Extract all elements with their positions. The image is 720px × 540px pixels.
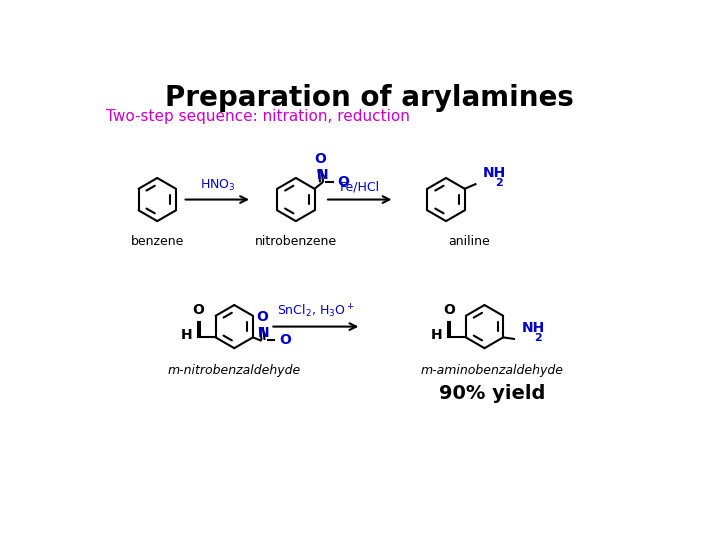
Text: N: N <box>258 326 269 340</box>
Text: O: O <box>315 152 327 166</box>
Text: 2: 2 <box>495 178 503 188</box>
Text: m-nitrobenzaldehyde: m-nitrobenzaldehyde <box>168 363 301 376</box>
Text: 90% yield: 90% yield <box>439 384 545 403</box>
Text: NH: NH <box>483 166 506 180</box>
Text: O: O <box>443 303 455 318</box>
Text: SnCl$_2$, H$_3$O$^+$: SnCl$_2$, H$_3$O$^+$ <box>277 303 355 320</box>
Text: O: O <box>337 175 348 189</box>
Text: O: O <box>279 334 291 347</box>
Text: NH: NH <box>522 321 545 335</box>
Text: 2: 2 <box>534 333 541 343</box>
Text: H: H <box>431 328 443 342</box>
Text: O: O <box>193 303 204 318</box>
Text: Fe/HCl: Fe/HCl <box>340 180 380 193</box>
Text: Preparation of arylamines: Preparation of arylamines <box>165 84 573 112</box>
Text: m-aminobenzaldehyde: m-aminobenzaldehyde <box>420 363 564 376</box>
Text: HNO$_3$: HNO$_3$ <box>199 178 235 193</box>
Text: H: H <box>181 328 192 342</box>
Text: Two-step sequence: nitration, reduction: Two-step sequence: nitration, reduction <box>106 110 410 124</box>
Text: nitrobenzene: nitrobenzene <box>255 235 337 248</box>
Text: O: O <box>256 310 268 325</box>
Text: benzene: benzene <box>130 235 184 248</box>
Text: aniline: aniline <box>449 235 490 248</box>
Text: N: N <box>316 168 328 182</box>
